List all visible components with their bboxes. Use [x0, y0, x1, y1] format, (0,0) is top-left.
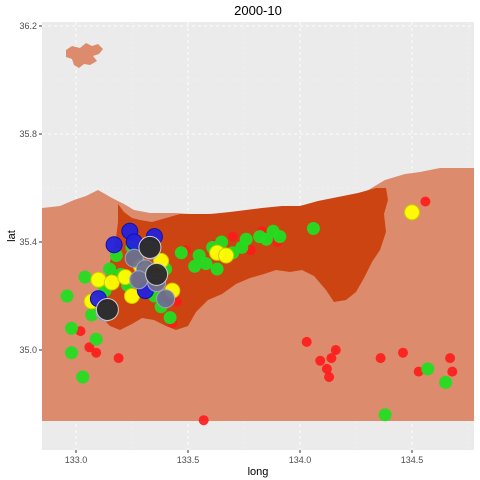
data-point-green: [65, 346, 78, 360]
data-point-red: [413, 366, 424, 377]
data-point-slate: [129, 270, 149, 290]
data-point-green: [199, 257, 213, 271]
data-point-green: [103, 262, 117, 276]
island-north: [66, 43, 103, 68]
data-point-green: [378, 408, 392, 422]
data-point-green: [239, 232, 253, 246]
data-point-red: [375, 353, 386, 364]
data-point-red: [75, 326, 86, 337]
x-axis: 133.0 133.5 134.0 134.5: [65, 450, 424, 465]
data-point-green: [439, 375, 453, 389]
data-point-red: [84, 342, 95, 353]
data-point-red: [326, 353, 337, 364]
data-point-red: [113, 353, 124, 364]
data-point-green: [174, 246, 188, 260]
data-point-red: [398, 347, 408, 358]
data-point-red: [420, 196, 431, 207]
data-point-red: [315, 355, 326, 366]
y-tick-label: 35.4: [19, 237, 37, 247]
data-point-red: [227, 231, 238, 242]
data-point-green: [76, 370, 90, 384]
data-point-red: [445, 353, 456, 364]
data-point-green: [78, 270, 92, 284]
data-point-green: [163, 311, 177, 325]
data-point-green: [306, 222, 320, 235]
data-point-green: [421, 362, 435, 376]
data-point-green: [85, 308, 99, 322]
data-point-green: [89, 332, 103, 346]
data-point-red: [447, 366, 458, 377]
data-point-slate: [156, 289, 176, 309]
data-point-yellow: [103, 274, 120, 291]
data-point-red: [91, 347, 102, 358]
data-point-dark: [138, 235, 162, 259]
x-tick-label: 134.0: [289, 455, 312, 465]
x-tick-label: 134.5: [401, 455, 424, 465]
data-point-dark: [145, 262, 169, 286]
y-axis-label: lat: [6, 230, 18, 242]
data-point-red: [324, 372, 335, 382]
data-point-dark: [95, 298, 119, 321]
y-axis: 36.2 35.8 35.4 35.0: [19, 21, 42, 355]
x-tick-label: 133.5: [177, 455, 200, 465]
data-point-blue: [105, 236, 123, 254]
data-point-green: [65, 321, 78, 335]
x-tick-label: 133.0: [65, 455, 88, 465]
y-tick-label: 35.8: [19, 129, 37, 139]
data-point-red: [301, 336, 312, 347]
y-tick-label: 36.2: [19, 21, 37, 31]
data-point-red: [198, 415, 209, 426]
data-point-red: [330, 345, 341, 355]
data-point-green: [60, 289, 74, 303]
x-axis-label: long: [248, 466, 269, 478]
data-point-yellow: [404, 204, 420, 221]
data-point-green: [210, 262, 224, 276]
data-point-green: [273, 230, 287, 244]
y-tick-label: 35.0: [19, 345, 37, 355]
data-point-red: [321, 363, 332, 374]
chart-title: 2000-10: [234, 3, 282, 18]
data-point-green: [188, 259, 202, 273]
points-layer: [60, 196, 458, 426]
data-point-yellow: [90, 271, 107, 288]
data-point-yellow: [218, 247, 235, 264]
